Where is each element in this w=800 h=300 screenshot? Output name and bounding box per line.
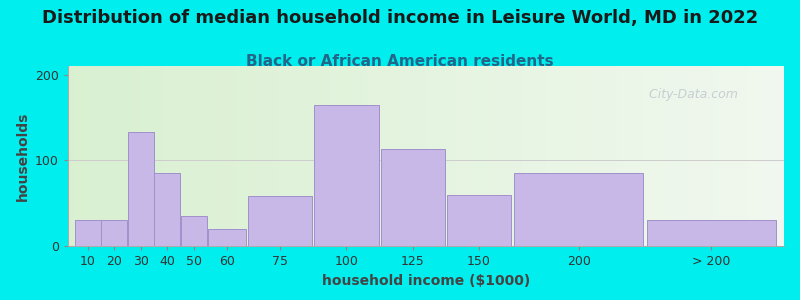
- Text: Distribution of median household income in Leisure World, MD in 2022: Distribution of median household income …: [42, 9, 758, 27]
- Bar: [208, 229, 246, 246]
- Bar: [314, 105, 378, 246]
- Bar: [128, 132, 154, 246]
- Bar: [181, 216, 206, 246]
- Bar: [102, 220, 127, 246]
- Bar: [647, 220, 776, 246]
- Text: Black or African American residents: Black or African American residents: [246, 54, 554, 69]
- Bar: [248, 196, 312, 246]
- Y-axis label: households: households: [15, 111, 30, 201]
- Bar: [74, 220, 101, 246]
- Bar: [381, 149, 445, 246]
- Text: City-Data.com: City-Data.com: [641, 88, 738, 100]
- X-axis label: household income ($1000): household income ($1000): [322, 274, 530, 288]
- Bar: [154, 173, 180, 246]
- Bar: [514, 173, 643, 246]
- Bar: [447, 195, 511, 246]
